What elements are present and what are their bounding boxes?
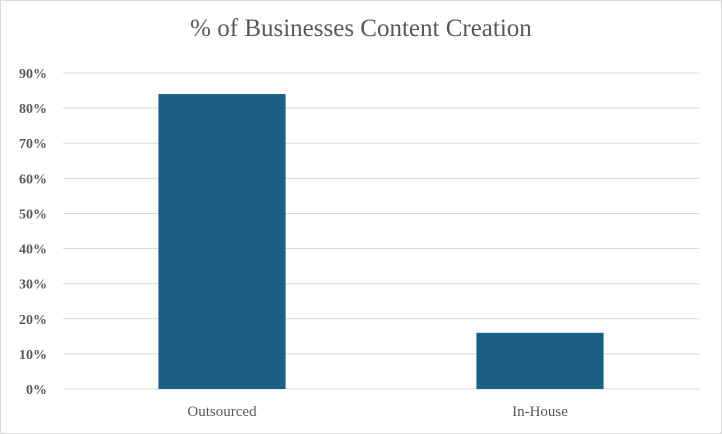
x-category-label: Outsourced xyxy=(187,404,257,420)
y-tick-label: 40% xyxy=(19,243,47,258)
bar-outsourced xyxy=(158,94,286,390)
y-tick-label: 0% xyxy=(26,383,47,398)
chart-title: % of Businesses Content Creation xyxy=(190,15,532,42)
y-tick-label: 10% xyxy=(19,348,47,363)
y-tick-label: 30% xyxy=(19,278,47,293)
y-tick-label: 60% xyxy=(19,172,47,187)
x-category-label: In-House xyxy=(512,404,568,420)
y-tick-label: 50% xyxy=(19,207,47,222)
y-tick-label: 70% xyxy=(19,137,47,152)
y-tick-label: 90% xyxy=(19,67,47,82)
y-tick-label: 20% xyxy=(19,313,47,328)
y-tick-label: 80% xyxy=(19,102,47,117)
bar-in-house xyxy=(476,332,604,389)
